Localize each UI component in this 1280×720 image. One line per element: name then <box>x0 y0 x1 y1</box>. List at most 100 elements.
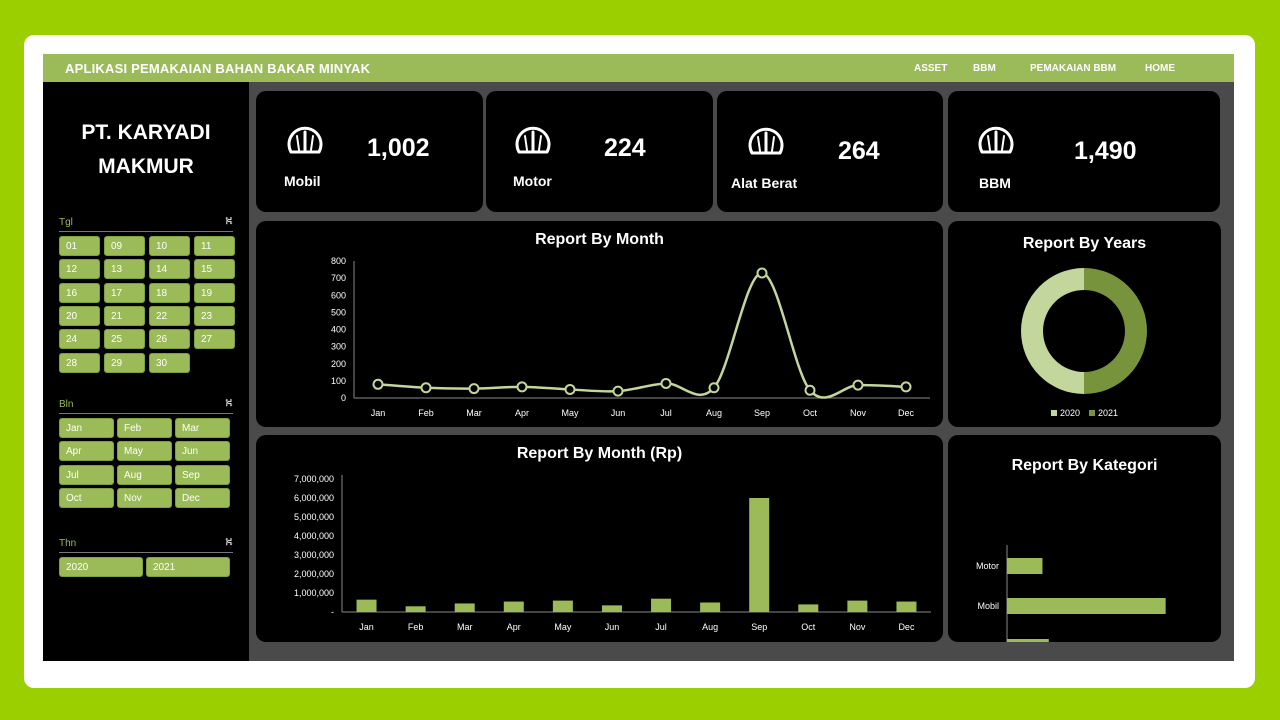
top-nav: ASSET BBM PEMAKAIAN BBM HOME <box>834 54 1234 82</box>
bar-oct <box>798 604 819 612</box>
tgl-button-27[interactable]: 27 <box>194 329 235 350</box>
y-tick-label: 3,000,000 <box>294 550 334 560</box>
x-tick-label: Oct <box>801 622 816 632</box>
nav-home[interactable]: HOME <box>1145 63 1175 74</box>
y-tick-label: Mobil <box>977 601 999 611</box>
top-bar: APLIKASI PEMAKAIAN BAHAN BAKAR MINYAK AS… <box>43 54 1234 82</box>
bln-button-apr[interactable]: Apr <box>59 441 114 462</box>
tgl-button-26[interactable]: 26 <box>149 329 190 350</box>
tgl-button-17[interactable]: 17 <box>104 282 145 303</box>
series-line <box>377 271 907 399</box>
slicer-bln: Bln ⛕ Jan Feb Mar Apr May Jun Jul Aug Sep Oct Nov D… <box>59 397 233 508</box>
tgl-button-30[interactable]: 30 <box>149 352 190 373</box>
tgl-button-24[interactable]: 24 <box>59 329 100 350</box>
x-tick-label: Sep <box>751 622 767 632</box>
tgl-button-29[interactable]: 29 <box>104 352 145 373</box>
kpi-label: BBM <box>979 175 1011 191</box>
y-tick-label: 5,000,000 <box>294 512 334 522</box>
tgl-button-19[interactable]: 19 <box>194 282 235 303</box>
y-tick-label: - <box>331 607 334 617</box>
bln-button-dec[interactable]: Dec <box>175 487 230 508</box>
bln-button-jan[interactable]: Jan <box>59 418 114 438</box>
line-chart: 0 100 200 300 400 500 600 700 800 Jan Feb Mar Apr May… <box>331 256 930 418</box>
clear-filter-icon[interactable]: ⛕ <box>224 215 233 227</box>
y-tick-label: 0 <box>341 393 346 403</box>
x-tick-label: Feb <box>418 408 434 418</box>
y-tick-label: 6,000,000 <box>294 493 334 503</box>
dashboard: APLIKASI PEMAKAIAN BAHAN BAKAR MINYAK AS… <box>43 54 1234 661</box>
thn-button-2020[interactable]: 2020 <box>59 557 143 577</box>
x-tick-label: Jan <box>371 408 386 418</box>
x-tick-label: Mar <box>466 408 482 418</box>
kpi-card-mobil: Mobil 1,002 <box>256 91 483 212</box>
tgl-button-13[interactable]: 13 <box>104 259 145 280</box>
y-tick-label: 700 <box>331 273 346 283</box>
clear-filter-icon[interactable]: ⛕ <box>224 536 233 548</box>
bar-feb <box>405 606 426 612</box>
legend-label: 2021 <box>1098 408 1118 418</box>
y-tick-label: 4,000,000 <box>294 531 334 541</box>
clear-filter-icon[interactable]: ⛕ <box>224 397 233 409</box>
bln-button-sep[interactable]: Sep <box>175 464 230 485</box>
y-tick-label: 300 <box>331 342 346 352</box>
bar-jun <box>601 605 622 612</box>
tgl-button-22[interactable]: 22 <box>149 305 190 326</box>
x-tick-label: Sep <box>754 408 770 418</box>
bln-button-aug[interactable]: Aug <box>117 464 172 485</box>
bln-button-jun[interactable]: Jun <box>175 441 230 462</box>
hbar-chart: MotorMobilAlat Berat-2004006008001,0001,… <box>976 545 1166 642</box>
nav-asset[interactable]: ASSET <box>914 63 948 74</box>
x-tick-label: Mar <box>457 622 473 632</box>
bln-button-mar[interactable]: Mar <box>175 418 230 438</box>
donut-slice-2021 <box>1084 268 1147 394</box>
bln-button-feb[interactable]: Feb <box>117 418 172 438</box>
bar-apr <box>503 601 524 612</box>
tgl-button-15[interactable]: 15 <box>194 259 235 280</box>
bln-button-jul[interactable]: Jul <box>59 464 114 485</box>
tgl-button-20[interactable]: 20 <box>59 305 100 326</box>
x-tick-label: Jun <box>605 622 620 632</box>
nav-pemakaian-bbm[interactable]: PEMAKAIAN BBM <box>1030 63 1117 74</box>
bar-jul <box>651 598 672 612</box>
kpi-value: 1,002 <box>367 134 430 162</box>
bln-button-may[interactable]: May <box>117 441 172 462</box>
bar-aug <box>700 602 721 612</box>
company-name: PT. KARYADI MAKMUR <box>43 116 249 184</box>
gauge-icon <box>748 127 784 155</box>
data-point-apr <box>516 381 528 393</box>
slicer-thn-header: Thn ⛕ <box>59 536 233 553</box>
bln-button-nov[interactable]: Nov <box>117 487 172 508</box>
x-tick-label: Dec <box>898 622 915 632</box>
chart-report-by-kategori: Report By Kategori MotorMobilAlat Berat-… <box>948 435 1221 642</box>
nav-bbm[interactable]: BBM <box>973 63 996 74</box>
tgl-button-25[interactable]: 25 <box>104 329 145 350</box>
legend-label: 2020 <box>1060 408 1080 418</box>
tgl-button-21[interactable]: 21 <box>104 305 145 326</box>
chart-report-by-years: Report By Years 2020 2021 <box>948 221 1221 427</box>
data-point-feb <box>420 382 432 394</box>
chart-report-by-month-rp: Report By Month (Rp) - 1,000,000 2,000,000… <box>256 435 943 642</box>
y-tick-label: 500 <box>331 307 346 317</box>
tgl-button-01[interactable]: 01 <box>59 236 100 256</box>
x-tick-label: Jan <box>359 622 374 632</box>
bln-button-oct[interactable]: Oct <box>59 487 114 508</box>
chart-title: Report By Kategori <box>1011 457 1158 474</box>
x-tick-label: Oct <box>803 408 818 418</box>
x-tick-label: Dec <box>898 408 915 418</box>
tgl-button-11[interactable]: 11 <box>194 236 235 256</box>
data-point-sep <box>756 267 768 279</box>
data-point-aug <box>708 382 720 394</box>
bar-may <box>552 600 573 612</box>
bar-sep <box>749 498 770 612</box>
tgl-button-10[interactable]: 10 <box>149 236 190 256</box>
tgl-button-28[interactable]: 28 <box>59 352 100 373</box>
tgl-button-14[interactable]: 14 <box>149 259 190 280</box>
thn-button-2021[interactable]: 2021 <box>146 557 230 577</box>
x-tick-label: Aug <box>706 408 722 418</box>
y-tick-label: Motor <box>976 561 999 571</box>
tgl-button-09[interactable]: 09 <box>104 236 145 256</box>
tgl-button-18[interactable]: 18 <box>149 282 190 303</box>
tgl-button-16[interactable]: 16 <box>59 282 100 303</box>
tgl-button-12[interactable]: 12 <box>59 259 100 280</box>
tgl-button-23[interactable]: 23 <box>194 305 235 326</box>
